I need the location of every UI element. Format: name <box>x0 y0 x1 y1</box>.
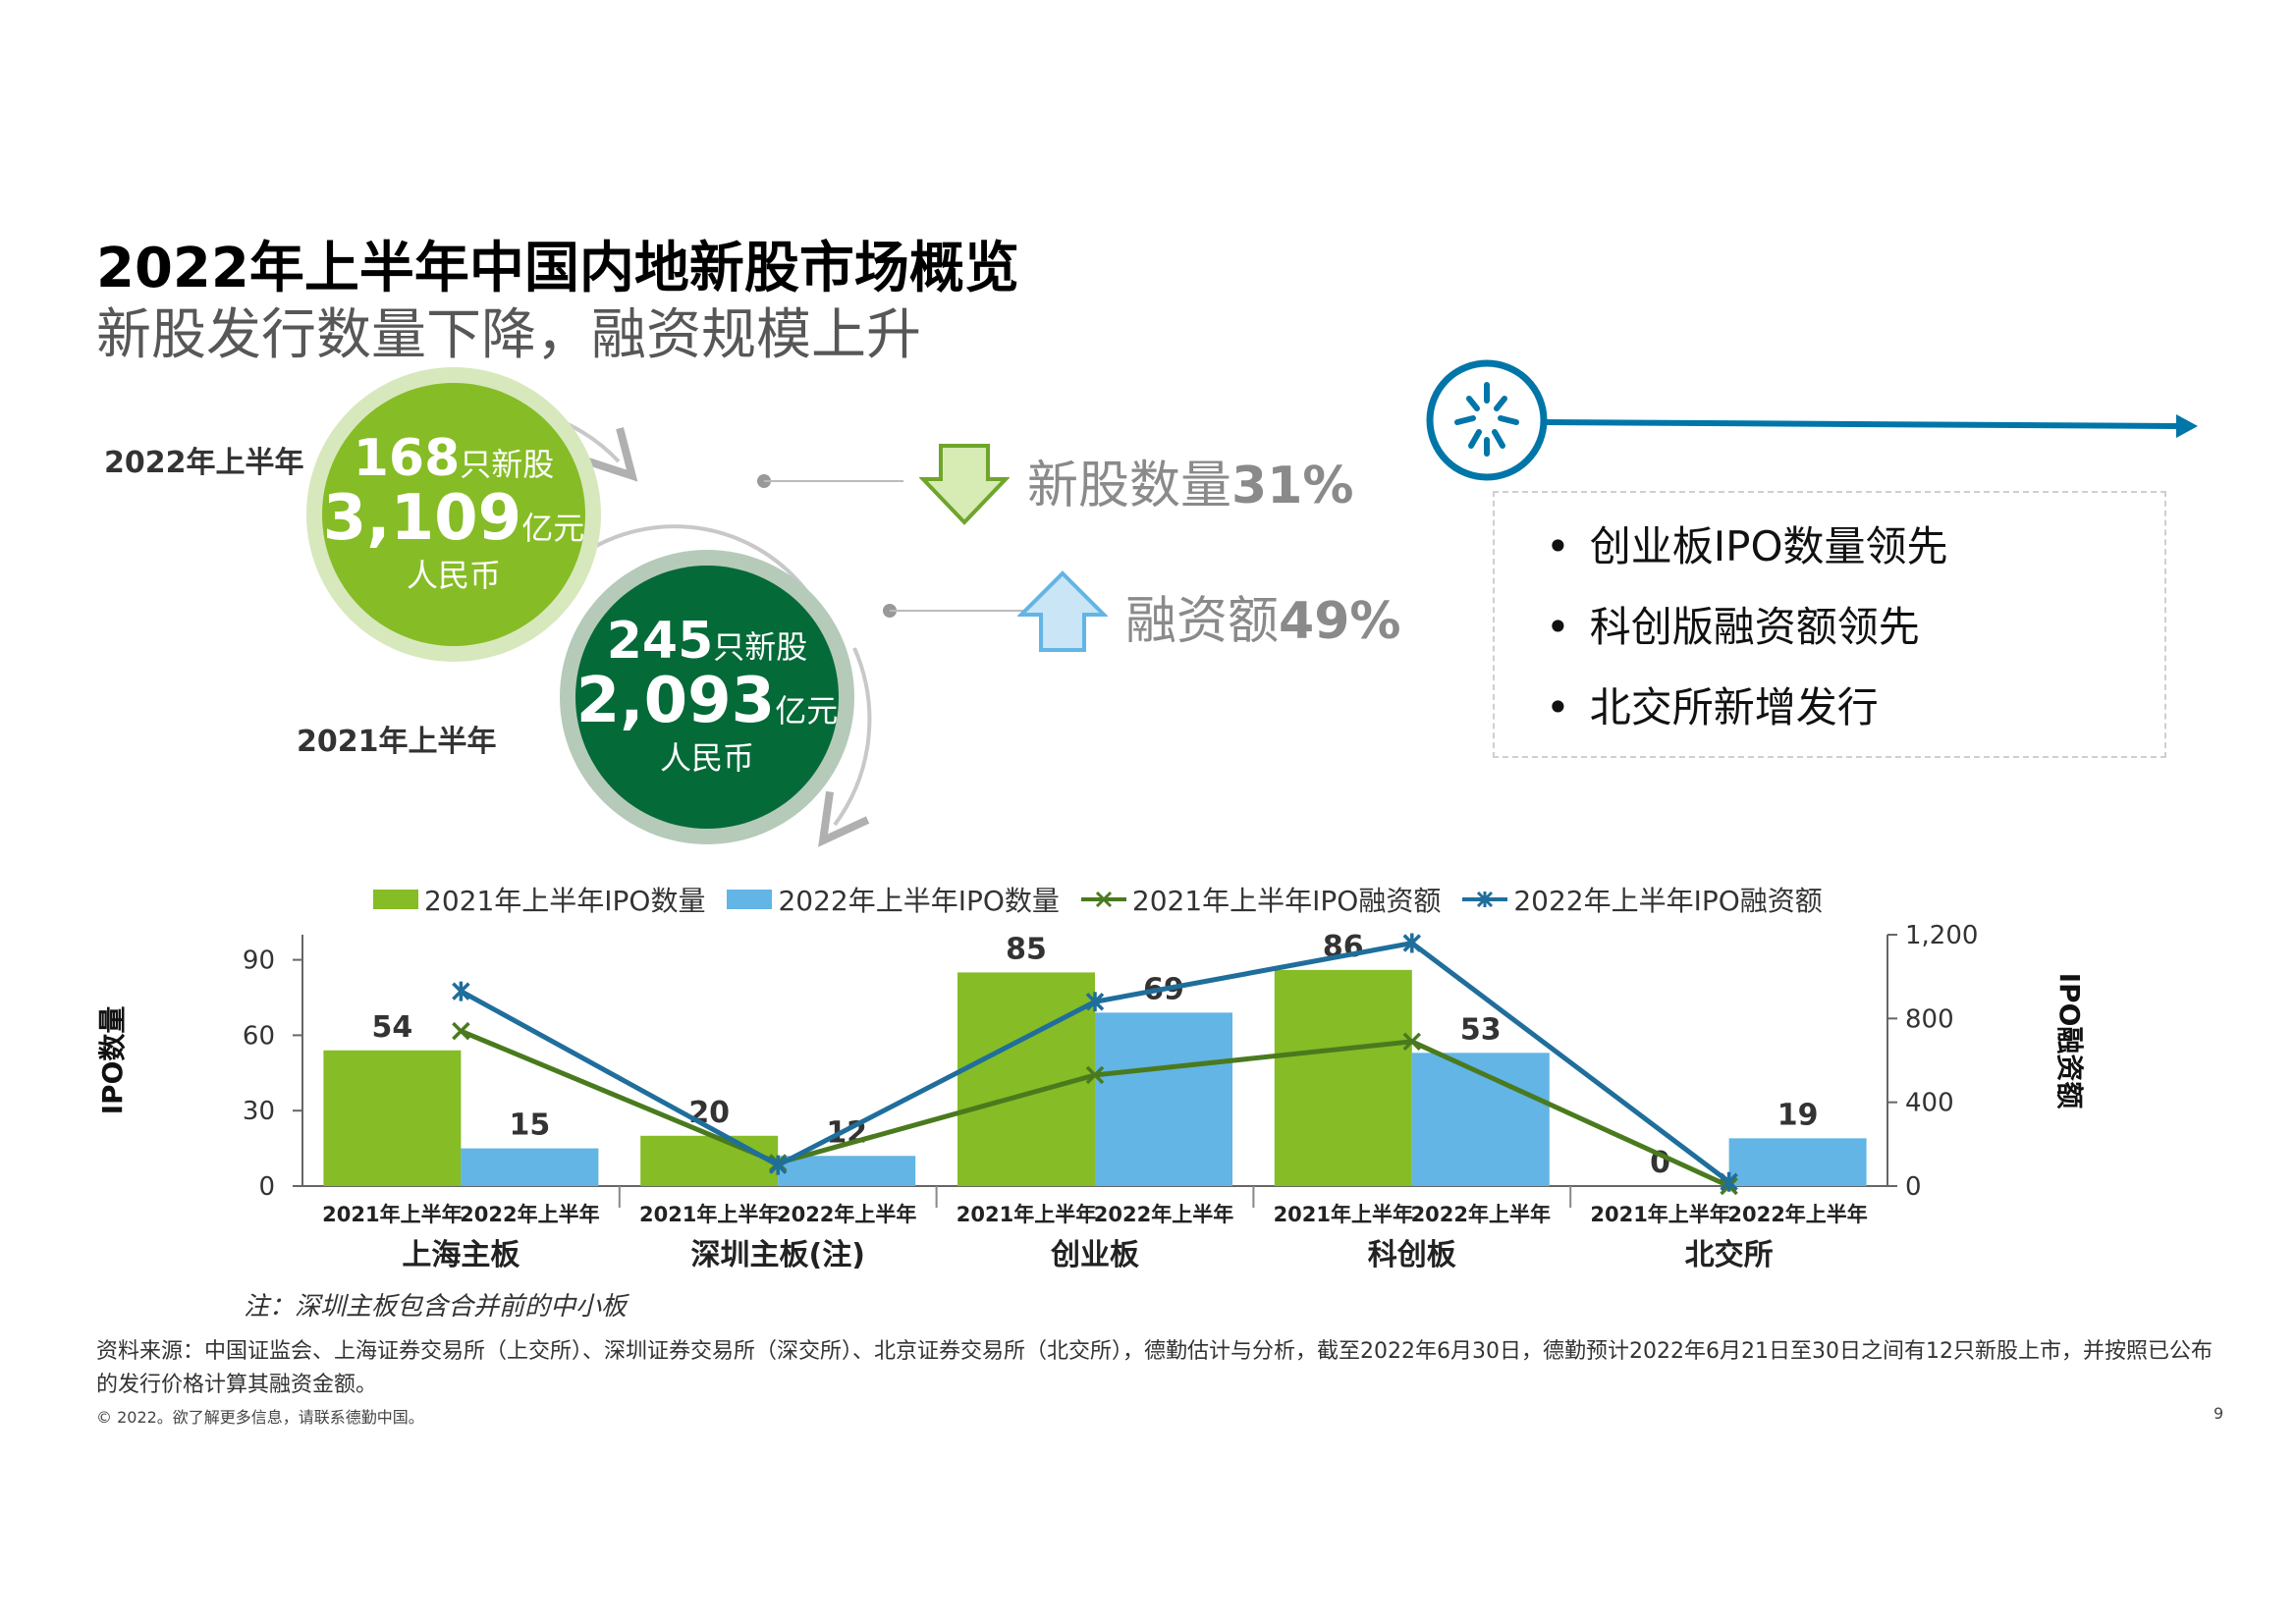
x-sub-tick-label: 2021年上半年 <box>1274 1203 1413 1226</box>
highlight-item: 北交所新增发行 <box>1546 668 2164 748</box>
bar-data-label: 54 <box>372 1010 413 1045</box>
legend-item-2022-count: 2022年上半年IPO数量 <box>727 880 1060 919</box>
x-sub-tick-label: 2021年上半年 <box>322 1203 462 1226</box>
source-text: 资料来源：中国证监会、上海证券交易所（上交所）、深圳证券交易所（深交所）、北京证… <box>96 1339 2213 1397</box>
legend-item-2022-funds: 2022年上半年IPO融资额 <box>1462 880 1823 919</box>
y-axis-title: IPO数量 <box>96 1006 129 1115</box>
bar-data-label: 85 <box>1006 932 1047 966</box>
x-sub-tick-label: 2022年上半年 <box>777 1203 916 1226</box>
currency-2022: 人民币 <box>406 557 501 595</box>
bar-data-label: 15 <box>510 1108 551 1143</box>
bar-2021 <box>640 1135 779 1186</box>
y2-tick-label: 800 <box>1905 1004 1954 1034</box>
line-point-marker <box>768 1155 788 1175</box>
page-title: 2022年上半年中国内地新股市场概览 <box>96 237 1019 300</box>
bar-data-label: 20 <box>688 1096 730 1130</box>
legend-item-2021-count: 2021年上半年IPO数量 <box>373 880 705 919</box>
line-point-marker <box>1085 992 1105 1012</box>
x-sub-tick-label: 2022年上半年 <box>460 1203 599 1226</box>
x-category-label: 上海主板 <box>402 1238 519 1272</box>
x-sub-tick-label: 2021年上半年 <box>639 1203 779 1226</box>
y2-tick-label: 1,200 <box>1905 921 1978 950</box>
bubble-2022: 168只新股 3,109亿元 人民币 <box>322 383 585 646</box>
bar-2022 <box>461 1148 599 1186</box>
bar-2021 <box>1274 969 1412 1186</box>
chart-note: 注：深圳主板包含合并前的中小板 <box>244 1292 628 1322</box>
page-number: 9 <box>2214 1404 2224 1423</box>
highlights-box: 创业板IPO数量领先 科创版融资额领先 北交所新增发行 <box>1493 491 2166 758</box>
change-funds-raised: 融资额49% <box>1125 592 1401 651</box>
amount-2022: 3,109亿元 <box>322 481 585 555</box>
line-point-marker <box>1720 1171 1738 1192</box>
y-tick-label: 0 <box>258 1172 275 1202</box>
y2-axis-title: IPO融资额 <box>2053 973 2086 1109</box>
line-point-marker <box>1085 1065 1105 1085</box>
x-sub-tick-label: 2021年上半年 <box>1590 1203 1729 1226</box>
chart-legend: 2021年上半年IPO数量 2022年上半年IPO数量 2021年上半年IPO融… <box>373 880 1844 919</box>
x-category-label: 科创板 <box>1368 1238 1456 1272</box>
y-tick-label: 90 <box>243 946 275 976</box>
highlight-item: 创业板IPO数量领先 <box>1546 507 2164 587</box>
bar-2021 <box>323 1050 462 1186</box>
currency-2021: 人民币 <box>659 739 754 778</box>
period-label-2021: 2021年上半年 <box>297 725 497 759</box>
change-ipo-count: 新股数量31% <box>1027 457 1354 515</box>
spark-icon <box>1426 359 1548 481</box>
bar-2022 <box>778 1156 916 1186</box>
line-point-marker <box>452 981 470 1001</box>
x-category-label: 北交所 <box>1685 1238 1774 1272</box>
y2-tick-label: 400 <box>1905 1089 1954 1118</box>
connector-line-1 <box>757 474 903 488</box>
y-tick-label: 30 <box>243 1097 275 1126</box>
period-label-2022: 2022年上半年 <box>104 446 304 480</box>
legend-item-2021-funds: 2021年上半年IPO融资额 <box>1080 880 1441 919</box>
count-2021: 245只新股 <box>606 612 808 672</box>
x-category-label: 创业板 <box>1050 1238 1139 1272</box>
page-subtitle: 新股发行数量下降，融资规模上升 <box>96 303 921 367</box>
long-arrow-icon <box>1543 414 2198 438</box>
arrow-up-icon <box>1017 570 1108 652</box>
bar-data-label: 19 <box>1777 1098 1819 1132</box>
bar-data-label: 53 <box>1460 1012 1502 1047</box>
x-sub-tick-label: 2022年上半年 <box>1727 1203 1867 1226</box>
bar-2022 <box>1095 1012 1232 1186</box>
connector-line-2 <box>883 604 1029 618</box>
y2-tick-label: 0 <box>1905 1172 1922 1202</box>
arrow-down-icon <box>919 444 1010 525</box>
spark-arrow-graphic <box>1426 359 2198 481</box>
count-2022: 168只新股 <box>353 429 555 489</box>
x-sub-tick-label: 2022年上半年 <box>1411 1203 1551 1226</box>
y-tick-label: 60 <box>243 1021 275 1051</box>
bar-2022 <box>1728 1138 1867 1186</box>
line-point-marker <box>452 1021 470 1041</box>
x-category-label: 深圳主板(注) <box>690 1238 864 1272</box>
copyright-text: © 2022。欲了解更多信息，请联系德勤中国。 <box>96 1408 424 1427</box>
x-sub-tick-label: 2022年上半年 <box>1094 1203 1233 1226</box>
line-point-marker <box>1402 1032 1422 1052</box>
highlight-item: 科创版融资额领先 <box>1546 587 2164 668</box>
amount-2021: 2,093亿元 <box>575 664 839 737</box>
x-sub-tick-label: 2021年上半年 <box>957 1203 1096 1226</box>
bubble-2021: 245只新股 2,093亿元 人民币 <box>575 566 839 829</box>
line-point-marker <box>1402 933 1422 953</box>
